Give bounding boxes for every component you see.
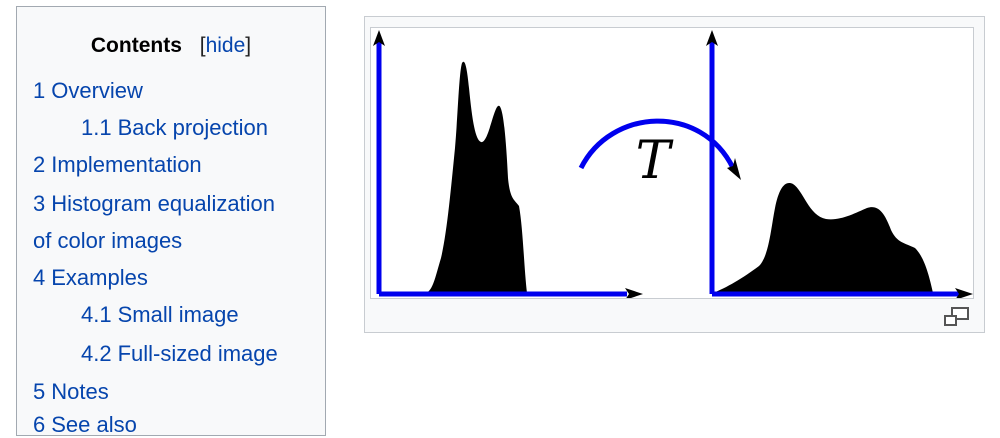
toc-item-full-sized-image[interactable]: 4.2 Full-sized image xyxy=(81,341,278,367)
toc-item-small-image[interactable]: 4.1 Small image xyxy=(81,302,239,328)
toc-item-number: 5 xyxy=(33,379,46,404)
toc-item-number: 3 xyxy=(33,191,46,216)
toc-item-histogram-equalization-color[interactable]: 3 Histogram equalization xyxy=(33,191,275,217)
histogram-equalization-image[interactable]: T xyxy=(370,27,974,299)
toc-item-number: 1.1 xyxy=(81,115,112,140)
equalized-histogram-shape xyxy=(713,183,933,293)
toc-heading: Contents xyxy=(90,34,182,57)
right-y-arrow-icon xyxy=(706,30,718,46)
toc-item-number: 1 xyxy=(33,78,46,103)
right-x-arrow-icon xyxy=(955,288,973,298)
transform-arc xyxy=(578,118,736,170)
toc-item-label: Small image xyxy=(117,302,239,327)
toc-item-label: Notes xyxy=(51,379,109,404)
original-histogram-shape xyxy=(426,61,527,293)
toc-hide-link[interactable]: hide xyxy=(205,34,246,57)
toc-item-histogram-equalization-color-continued[interactable]: of color images xyxy=(33,228,182,254)
histogram-equalization-diagram: T xyxy=(373,30,973,298)
toc-item-label: of color images xyxy=(33,228,183,253)
toc-item-back-projection[interactable]: 1.1 Back projection xyxy=(81,115,268,141)
toc-item-number: 6 xyxy=(33,412,46,437)
toc-item-notes[interactable]: 5 Notes xyxy=(33,379,109,405)
toc-item-number: 4 xyxy=(33,265,46,290)
table-of-contents: Contents [hide] 1 Overview 1.1 Back projec… xyxy=(16,6,326,438)
toc-item-overview[interactable]: 1 Overview xyxy=(33,78,143,104)
toc-item-number: 2 xyxy=(33,152,46,177)
transform-arrow-icon xyxy=(727,158,741,180)
magnify-clip-icon[interactable] xyxy=(943,306,971,328)
transform-label: T xyxy=(636,131,674,191)
toc-toggle-close-bracket: ] xyxy=(245,34,252,57)
toc-toggle-open-bracket: [ xyxy=(199,34,206,57)
toc-item-label: Implementation xyxy=(51,152,202,177)
toc-item-label: Examples xyxy=(51,265,148,290)
enlarge-icon xyxy=(944,307,969,326)
toc-item-examples[interactable]: 4 Examples xyxy=(33,265,148,291)
toc-item-label: Full-sized image xyxy=(117,341,278,366)
toc-item-label: Back projection xyxy=(117,115,269,140)
left-x-arrow-icon xyxy=(625,288,643,298)
toc-item-label: See also xyxy=(51,412,137,437)
toc-title: Contents [hide] xyxy=(17,34,325,58)
toc-item-implementation[interactable]: 2 Implementation xyxy=(33,152,202,178)
toc-item-number: 4.2 xyxy=(81,341,112,366)
left-y-arrow-icon xyxy=(373,30,385,46)
toc-item-number: 4.1 xyxy=(81,302,112,327)
toc-item-label: Histogram equalization xyxy=(51,191,276,216)
toc-item-see-also[interactable]: 6 See also xyxy=(33,412,137,438)
toc-toggle: [hide] xyxy=(200,34,251,57)
toc-item-label: Overview xyxy=(51,78,143,103)
